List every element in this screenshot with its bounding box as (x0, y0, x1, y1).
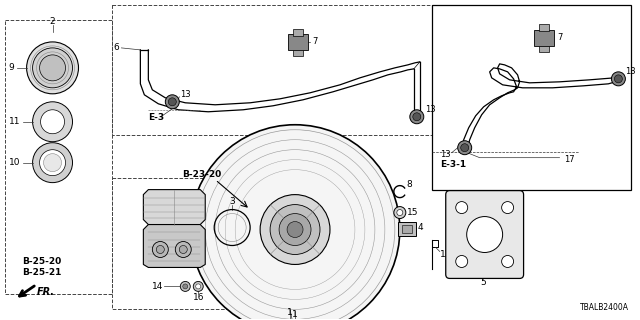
Circle shape (279, 213, 311, 245)
Circle shape (156, 245, 164, 253)
Text: B-23-20: B-23-20 (182, 170, 221, 179)
Text: 14: 14 (152, 282, 163, 291)
FancyBboxPatch shape (445, 191, 524, 278)
Circle shape (611, 72, 625, 86)
Circle shape (270, 204, 320, 254)
Polygon shape (143, 225, 205, 268)
Circle shape (461, 144, 468, 152)
Text: 9: 9 (8, 63, 14, 72)
Bar (4, 20, 113, 294)
Circle shape (27, 42, 79, 94)
Circle shape (196, 284, 201, 289)
Text: 8: 8 (407, 180, 413, 189)
Circle shape (165, 95, 179, 109)
Text: B-25-20: B-25-20 (22, 257, 62, 266)
Bar (534, 30, 554, 46)
Circle shape (413, 113, 420, 121)
Circle shape (183, 284, 188, 289)
Circle shape (180, 281, 190, 292)
Circle shape (467, 217, 502, 252)
Text: E-3: E-3 (148, 113, 164, 122)
Text: 3: 3 (229, 197, 235, 206)
Circle shape (175, 242, 191, 258)
Circle shape (410, 110, 424, 124)
Circle shape (456, 255, 468, 268)
Circle shape (394, 207, 406, 219)
Bar (432, 5, 632, 190)
Circle shape (44, 154, 61, 172)
Circle shape (260, 195, 330, 264)
Circle shape (33, 48, 72, 88)
Circle shape (40, 55, 65, 81)
Text: 15: 15 (407, 208, 419, 217)
Bar (402, 225, 412, 233)
Text: 6: 6 (113, 44, 119, 52)
Text: 13: 13 (425, 105, 435, 114)
Circle shape (502, 202, 514, 213)
Bar (288, 34, 308, 50)
Circle shape (168, 98, 176, 106)
Circle shape (152, 242, 168, 258)
Circle shape (190, 125, 400, 320)
Text: 2: 2 (50, 18, 55, 27)
Text: TBALB2400A: TBALB2400A (580, 303, 629, 312)
Text: 12: 12 (440, 250, 451, 259)
Text: FR.: FR. (36, 287, 54, 297)
Circle shape (40, 150, 65, 176)
Text: 11: 11 (8, 117, 20, 126)
Circle shape (40, 110, 65, 134)
Text: 1: 1 (292, 310, 298, 319)
Circle shape (456, 202, 468, 213)
Circle shape (33, 143, 72, 183)
Bar (293, 29, 303, 36)
Bar (538, 24, 548, 31)
Text: 7: 7 (312, 37, 317, 46)
Text: 5: 5 (480, 278, 486, 287)
Text: E-3-1: E-3-1 (440, 160, 466, 169)
Bar (113, 5, 432, 135)
Bar (538, 46, 548, 52)
Circle shape (193, 281, 204, 292)
Text: 16: 16 (193, 293, 204, 302)
Circle shape (614, 75, 622, 83)
Text: 17: 17 (564, 155, 575, 164)
Text: 10: 10 (8, 158, 20, 167)
Circle shape (33, 102, 72, 142)
Circle shape (179, 245, 188, 253)
Polygon shape (143, 190, 205, 225)
Bar (398, 221, 416, 236)
Text: 13: 13 (625, 67, 636, 76)
Circle shape (397, 210, 403, 216)
Bar (113, 178, 252, 309)
Circle shape (502, 255, 514, 268)
Text: 7: 7 (557, 33, 563, 43)
Text: 4: 4 (418, 223, 424, 232)
Circle shape (287, 221, 303, 237)
Bar (293, 50, 303, 56)
Text: 1: 1 (287, 308, 293, 317)
Text: 13: 13 (440, 150, 451, 159)
Circle shape (458, 141, 472, 155)
Text: B-25-21: B-25-21 (22, 268, 62, 277)
Text: 13: 13 (180, 90, 191, 99)
